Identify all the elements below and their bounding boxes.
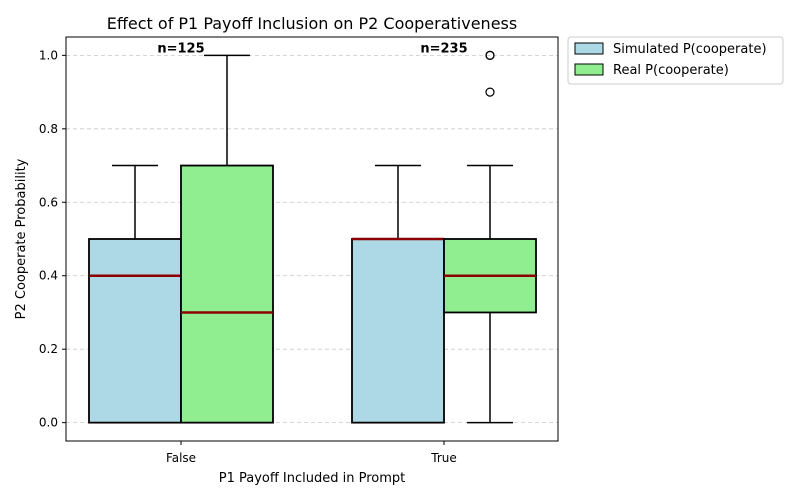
legend-label-simulated: Simulated P(cooperate) xyxy=(613,42,767,57)
y-axis-label: P2 Cooperate Probability xyxy=(14,158,29,319)
grid-lines xyxy=(66,54,558,424)
box-layer xyxy=(88,50,537,424)
legend-label-real: Real P(cooperate) xyxy=(613,63,729,78)
legend-frame xyxy=(567,36,784,85)
box-simulated-true xyxy=(351,164,445,424)
chart-title: Effect of P1 Payoff Inclusion on P2 Coop… xyxy=(107,14,517,33)
box-real-true xyxy=(443,50,537,424)
box-simulated-false xyxy=(88,164,182,424)
y-tick-label: 0.2 xyxy=(39,342,58,356)
x-tick-label: False xyxy=(166,451,196,465)
y-tick-label: 0.4 xyxy=(39,269,58,283)
outlier-point xyxy=(485,87,495,97)
count-label: n=125 xyxy=(157,41,204,56)
box-real-false xyxy=(180,54,274,424)
iqr-box xyxy=(88,238,182,424)
iqr-box xyxy=(351,238,445,424)
legend: Simulated P(cooperate) Real P(cooperate) xyxy=(567,36,784,85)
legend-swatch-simulated xyxy=(574,42,604,55)
x-axis-label: P1 Payoff Included in Prompt xyxy=(219,471,406,486)
y-tick-label: 1.0 xyxy=(39,48,58,62)
legend-swatch-real xyxy=(574,63,604,76)
y-tick-label: 0.0 xyxy=(39,416,58,430)
axes: 0.0 0.2 0.4 0.6 0.8 1.0 False True n=125 n=235 xyxy=(39,41,468,465)
y-tick-label: 0.6 xyxy=(39,195,58,209)
iqr-box xyxy=(180,164,274,424)
count-label: n=235 xyxy=(420,41,467,56)
x-tick-label: True xyxy=(430,451,457,465)
y-tick-label: 0.8 xyxy=(39,122,58,136)
outlier-point xyxy=(485,50,495,60)
plot-frame xyxy=(65,36,559,442)
